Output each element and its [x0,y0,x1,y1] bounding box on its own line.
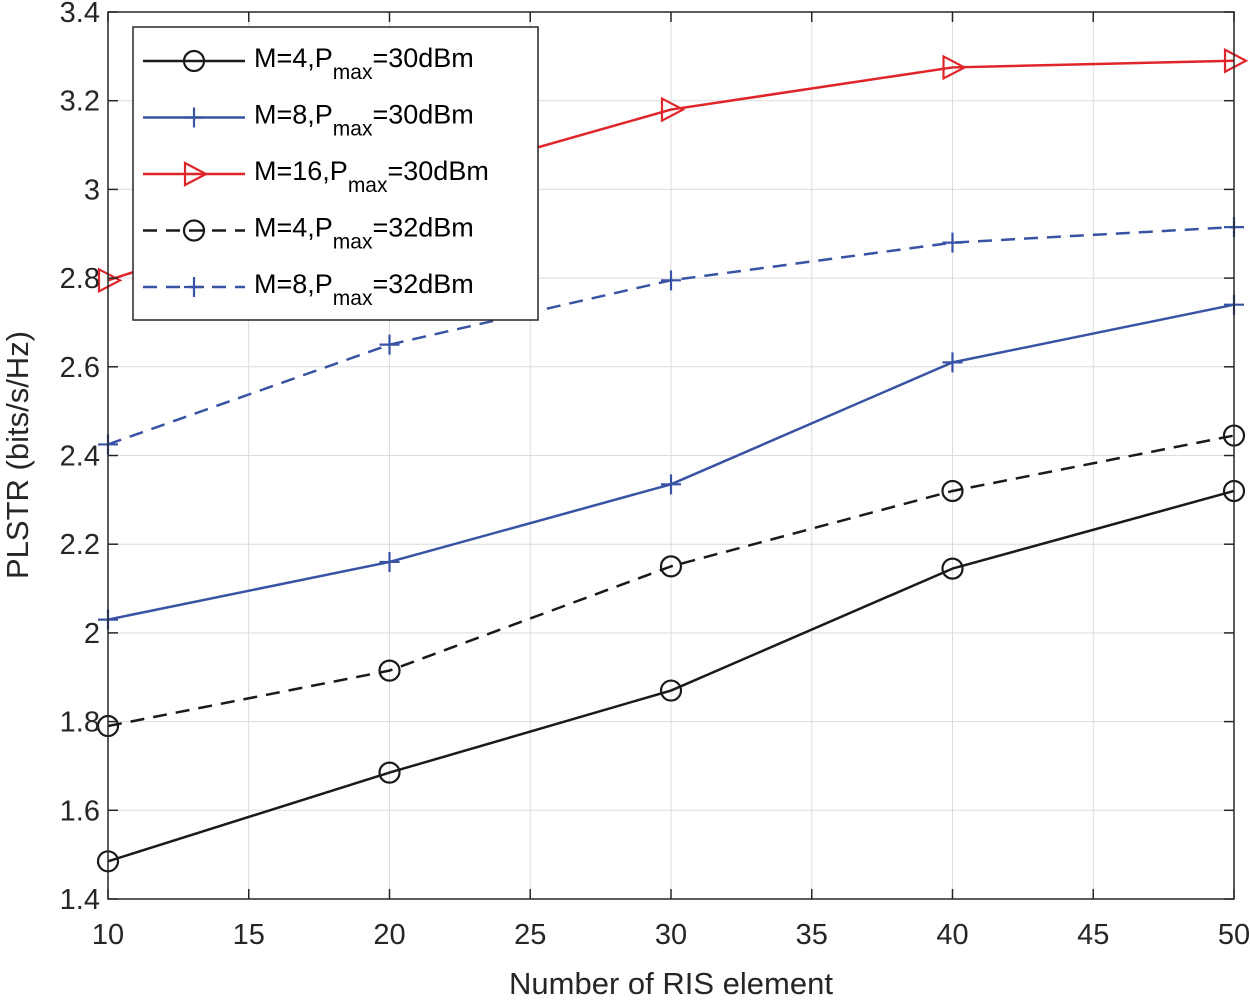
data-point-marker [661,270,681,291]
x-tick-label: 20 [373,919,405,951]
data-point-marker [378,659,401,682]
data-point-marker [942,54,967,81]
data-point-marker [379,551,400,572]
legend-item: M=8,Pmax=30dBm [143,100,474,141]
x-axis-title: Number of RIS element [509,966,833,1000]
x-tick-label: 25 [514,919,546,951]
legend-item: M=4,Pmax=32dBm [143,213,474,254]
data-point-marker [659,555,683,578]
y-tick-label: 1.6 [60,795,100,827]
series-line [107,489,1235,863]
x-tick-label: 40 [936,919,968,951]
legend-marker-sample [182,219,206,242]
data-point-marker [942,232,963,253]
y-tick-label: 2.2 [60,529,100,561]
y-tick-label: 3.4 [60,0,100,29]
y-tick-label: 3 [84,174,100,206]
y-tick-label: 2.8 [60,263,100,295]
data-point-marker [378,761,401,784]
y-tick-label: 3.2 [60,86,100,118]
legend: M=4,Pmax=30dBm M=8,Pmax=30dBm M=16,Pmax=30… [132,26,539,321]
legend-marker-sample [184,107,204,128]
legend-item: M=4,Pmax=30dBm [143,43,474,84]
legend-marker-sample [184,277,204,297]
x-tick-label: 10 [92,919,124,951]
axis-ticks: 10 15 20 25 30 35 40 45 50 1.4 1.6 1.8 2 2.2 2.4 2.6 2.8… [60,0,1250,951]
data-point-marker [659,679,683,702]
y-tick-label: 2.6 [60,352,100,384]
data-point-marker [379,334,400,355]
y-tick-label: 1.4 [60,884,100,916]
x-tick-label: 45 [1077,919,1109,951]
y-axis-title: PLSTR (bits/s/Hz) [0,331,35,579]
legend-label: M=16,Pmax=30dBm [254,156,489,197]
data-point-marker [941,479,964,503]
series-group [96,47,1249,873]
data-point-marker [661,474,681,495]
y-tick-label: 1.8 [60,707,100,739]
legend-item: M=8,Pmax=32dBm [143,269,474,310]
series-line [107,434,1235,728]
data-point-marker [660,96,686,123]
legend-item: M=16,Pmax=30dBm [143,156,489,197]
x-tick-label: 35 [796,919,828,951]
y-tick-label: 2.4 [60,441,100,473]
legend-label: M=8,Pmax=30dBm [254,100,474,141]
y-tick-label: 2 [84,618,100,650]
data-point-marker [97,267,123,294]
data-point-marker [941,557,964,580]
data-point-marker [942,352,963,373]
legend-marker-sample [183,161,209,187]
legend-label: M=8,Pmax=32dBm [254,269,474,310]
data-point-marker [1223,47,1249,74]
x-tick-label: 30 [655,919,687,951]
legend-label: M=4,Pmax=32dBm [254,213,474,254]
legend-label: M=4,Pmax=30dBm [254,43,474,84]
x-tick-label: 50 [1218,919,1250,951]
legend-marker-sample [182,49,206,73]
x-tick-label: 15 [233,919,265,951]
